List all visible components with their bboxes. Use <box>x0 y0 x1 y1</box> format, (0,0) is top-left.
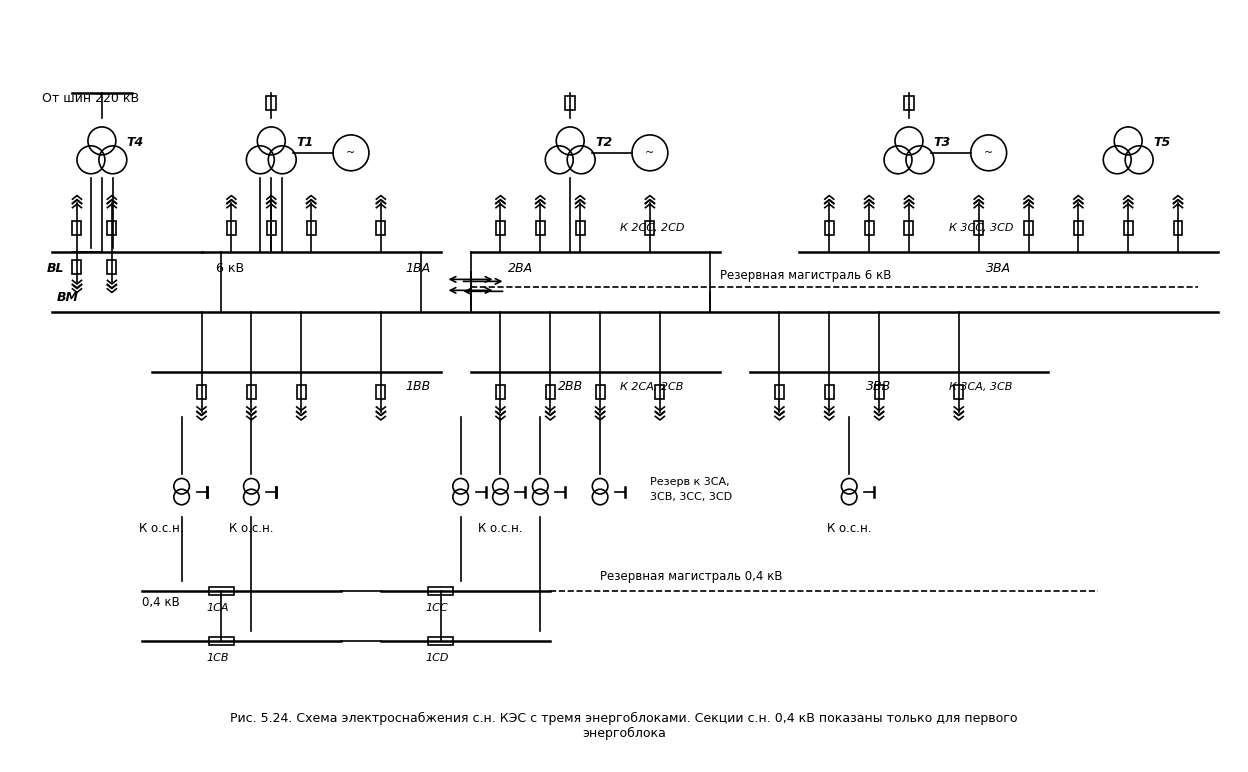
Text: BM: BM <box>57 291 79 304</box>
Text: ~: ~ <box>985 148 993 157</box>
Bar <box>227 221 236 235</box>
Bar <box>495 221 505 235</box>
Bar <box>247 385 256 399</box>
Bar <box>208 587 233 595</box>
Bar <box>904 96 914 110</box>
Text: 6 кВ: 6 кВ <box>216 262 245 276</box>
Text: Рис. 5.24. Схема электроснабжения с.н. КЭС с тремя энергоблоками. Секции с.н. 0,: Рис. 5.24. Схема электроснабжения с.н. К… <box>230 712 1018 740</box>
Text: T5: T5 <box>1153 137 1171 149</box>
Bar <box>107 260 116 274</box>
Bar <box>377 385 386 399</box>
Text: 1BA: 1BA <box>406 262 431 276</box>
Bar <box>267 221 276 235</box>
Bar <box>1123 221 1133 235</box>
Bar <box>825 221 834 235</box>
Bar <box>72 221 81 235</box>
Bar <box>545 385 555 399</box>
Bar <box>1025 221 1033 235</box>
Bar <box>825 385 834 399</box>
Bar <box>975 221 983 235</box>
Bar <box>208 637 233 645</box>
Text: К 2СА, 2СВ: К 2СА, 2СВ <box>620 382 684 392</box>
Bar <box>495 385 505 399</box>
Bar <box>266 96 276 110</box>
Bar <box>1073 221 1083 235</box>
Text: 1BB: 1BB <box>406 380 431 393</box>
Bar <box>875 385 884 399</box>
Text: 1CD: 1CD <box>426 653 449 663</box>
Bar <box>377 221 386 235</box>
Text: К 3СС, 3CD: К 3СС, 3CD <box>948 222 1013 232</box>
Text: 0,4 кВ: 0,4 кВ <box>142 596 180 609</box>
Bar <box>775 385 784 399</box>
Text: К о.с.н.: К о.с.н. <box>140 522 183 534</box>
Bar <box>645 221 654 235</box>
Text: К о.с.н.: К о.с.н. <box>230 522 273 534</box>
Bar <box>565 96 575 110</box>
Text: К 3СА, 3СВ: К 3СА, 3СВ <box>948 382 1012 392</box>
Text: От шин 220 кВ: От шин 220 кВ <box>42 92 140 104</box>
Text: 1CB: 1CB <box>206 653 228 663</box>
Text: 3СВ, 3СС, 3CD: 3СВ, 3СС, 3CD <box>650 492 733 502</box>
Text: 3BA: 3BA <box>986 262 1011 276</box>
Bar <box>307 221 316 235</box>
Bar <box>428 587 453 595</box>
Text: T2: T2 <box>595 137 613 149</box>
Text: 1CA: 1CA <box>206 603 228 613</box>
Bar <box>865 221 874 235</box>
Text: 2BB: 2BB <box>558 380 583 393</box>
Bar <box>955 385 963 399</box>
Bar <box>297 385 306 399</box>
Text: К о.с.н.: К о.с.н. <box>827 522 871 534</box>
Bar <box>655 385 664 399</box>
Text: К о.с.н.: К о.с.н. <box>478 522 523 534</box>
Text: T4: T4 <box>127 137 144 149</box>
Bar <box>535 221 545 235</box>
Bar <box>72 260 81 274</box>
Bar <box>1173 221 1183 235</box>
Text: 3BB: 3BB <box>866 380 892 393</box>
Text: Резервная магистраль 0,4 кВ: Резервная магистраль 0,4 кВ <box>600 571 782 584</box>
Bar <box>905 221 914 235</box>
Bar <box>575 221 584 235</box>
Bar <box>428 637 453 645</box>
Text: T1: T1 <box>296 137 313 149</box>
Text: К 2СС, 2CD: К 2СС, 2CD <box>620 222 684 232</box>
Bar <box>107 221 116 235</box>
Text: 1CC: 1CC <box>426 603 448 613</box>
Text: 2BA: 2BA <box>508 262 533 276</box>
Text: T3: T3 <box>934 137 951 149</box>
Text: BL: BL <box>47 262 65 276</box>
Text: Резерв к 3СА,: Резерв к 3СА, <box>650 476 730 486</box>
Text: ~: ~ <box>645 148 654 157</box>
Text: ~: ~ <box>347 148 356 157</box>
Bar <box>197 385 206 399</box>
Text: Резервная магистраль 6 кВ: Резервная магистраль 6 кВ <box>720 269 891 282</box>
Bar <box>595 385 604 399</box>
